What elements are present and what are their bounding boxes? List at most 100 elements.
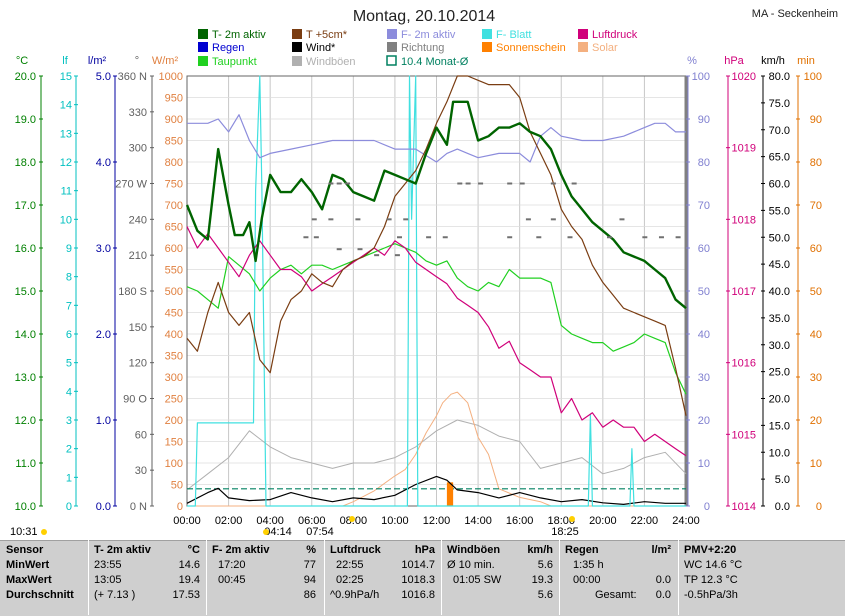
solar-tick-label: 950: [165, 93, 183, 105]
hum-tick-label: 100: [692, 71, 710, 83]
rain-duration: 1:35 h: [573, 559, 604, 571]
leaf-tick-label: 8: [66, 272, 72, 284]
temp-tick-label: 16.0: [15, 243, 36, 255]
leaf-tick-label: 4: [66, 386, 72, 398]
press-min-time: 22:55: [336, 559, 364, 571]
series-solar-line: [187, 391, 686, 507]
dir-tick-label: 210: [129, 250, 147, 262]
gust-extra-value: 5.6: [537, 589, 553, 601]
weather-chart: Montag, 20.10.2014 MA - Seckenheim T- 2m…: [10, 8, 838, 538]
temp-min-value: 14.6: [178, 559, 200, 571]
wind-tick-label: 70.0: [769, 125, 790, 137]
min-tick-label: 90: [810, 114, 822, 126]
leaf-tick-label: 10: [60, 214, 72, 226]
summary-divider: [441, 540, 442, 615]
wind-unit-label: km/h: [761, 55, 785, 67]
min-tick-label: 80: [810, 157, 822, 169]
leaf-tick-label: 0: [66, 501, 72, 513]
temp-max-value: 19.4: [178, 574, 200, 586]
hum-tick-label: 0: [704, 501, 710, 513]
min-tick-label: 40: [810, 329, 822, 341]
legend-swatch: [198, 42, 208, 52]
time-tick-label: 06:00: [298, 515, 326, 527]
gust-max-value: 19.3: [531, 574, 553, 586]
wind-tick-label: 10.0: [769, 447, 790, 459]
dir-tick-label: 330: [129, 107, 147, 119]
leaf-tick-label: 5: [66, 358, 72, 370]
legend-swatch: [292, 56, 302, 66]
wind-tick-label: 20.0: [769, 394, 790, 406]
leaf-tick-label: 3: [66, 415, 72, 427]
time-tick-label: 14:00: [464, 515, 492, 527]
time-tick-label: 12:00: [423, 515, 451, 527]
temp-tick-label: 14.0: [15, 329, 36, 341]
hum-tick-label: 20: [698, 415, 710, 427]
gust-header: Windböen: [447, 544, 501, 556]
summary-divider: [559, 540, 560, 615]
press-min-value: 1014.7: [401, 559, 435, 571]
hum-tick-label: 30: [698, 372, 710, 384]
wind-tick-label: 80.0: [769, 71, 790, 83]
wind-tick-label: 25.0: [769, 367, 790, 379]
press-max-time: 02:25: [336, 574, 364, 586]
press-tick-label: 1020: [732, 71, 756, 83]
solar-tick-label: 450: [165, 308, 183, 320]
legend-label: 10.4 Monat-Ø: [401, 56, 469, 68]
hum-tick-label: 40: [698, 329, 710, 341]
temp-unit-label: °C: [16, 55, 28, 67]
leaf-tick-label: 6: [66, 329, 72, 341]
dir-tick-label: 90 O: [123, 394, 147, 406]
leaf-tick-label: 7: [66, 300, 72, 312]
axes: 20.019.018.017.016.015.014.013.012.011.0…: [15, 55, 822, 513]
dawn-label: 07:54: [306, 526, 334, 538]
press-tick-label: 1014: [732, 501, 756, 513]
pmv-header: PMV+2:20: [684, 544, 737, 556]
time-tick-label: 02:00: [215, 515, 243, 527]
hum-min-value: 77: [303, 559, 316, 571]
time-tick-label: 18:00: [547, 515, 575, 527]
hum-max-value: 94: [303, 574, 316, 586]
wind-tick-label: 65.0: [769, 152, 790, 164]
wind-tick-label: 55.0: [769, 205, 790, 217]
temp-min-time: 23:55: [94, 559, 122, 571]
gust-unit: km/h: [527, 544, 553, 556]
temp-tick-label: 19.0: [15, 114, 36, 126]
legend-swatch: [386, 55, 397, 66]
solar-tick-label: 0: [177, 501, 183, 513]
summary-divider: [324, 540, 325, 615]
press-header: Luftdruck: [330, 544, 381, 556]
legend-label: Wind*: [306, 42, 336, 54]
hum-max-time: 00:45: [218, 574, 246, 586]
series-t-5cm-line: [186, 75, 687, 416]
dir-tick-label: 300: [129, 143, 147, 155]
temp-avg-value: 17.53: [172, 589, 200, 601]
daylength-label: 10:31: [10, 526, 38, 538]
temp-tick-label: 15.0: [15, 286, 36, 298]
sun-marker-icon: [41, 529, 47, 535]
rain-unit-label: l/m²: [88, 55, 107, 67]
sunrise-label: 04:14: [264, 526, 292, 538]
time-tick-label: 22:00: [631, 515, 659, 527]
rain-tick-label: 3.0: [96, 243, 111, 255]
dir-unit-label: °: [135, 55, 139, 67]
press-tick-label: 1019: [732, 143, 756, 155]
temp-unit: °C: [187, 544, 200, 556]
press-tick-label: 1018: [732, 214, 756, 226]
press-tick-label: 1015: [732, 429, 756, 441]
leaf-tick-label: 11: [61, 186, 72, 198]
hum-unit: %: [306, 544, 316, 556]
legend-label: Solar: [592, 42, 618, 54]
legend-label: T- 2m aktiv: [212, 29, 266, 41]
leaf-tick-label: 15: [60, 71, 72, 83]
summary-rain-column: Regen l/m² 1:35 h 00:00 0.0 Gesamt: 0.0: [565, 543, 671, 615]
dir-tick-label: 120: [129, 358, 147, 370]
legend-label: T +5cm*: [306, 29, 348, 41]
summary-divider: [88, 540, 89, 615]
wind-tick-label: 50.0: [769, 232, 790, 244]
rain-max-value: 0.0: [655, 574, 671, 586]
row-label-min: MinWert: [6, 559, 50, 571]
rain-total-label: Gesamt:: [595, 589, 637, 601]
solar-tick-label: 350: [165, 351, 183, 363]
rain-max-time: 00:00: [573, 574, 601, 586]
solar-tick-label: 1000: [159, 71, 183, 83]
